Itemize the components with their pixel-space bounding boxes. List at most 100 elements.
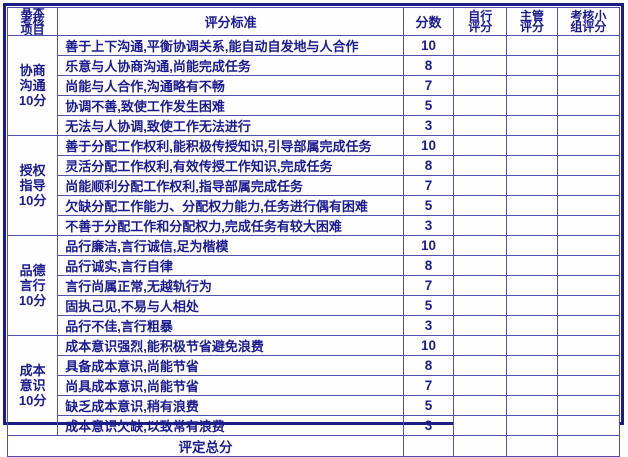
self-score-cell: [453, 235, 508, 256]
table-row: 欠缺分配工作能力、分配权力能力,任务进行偶有困难 5: [8, 195, 621, 216]
self-score-cell: [453, 415, 508, 436]
score-cell: 7: [402, 275, 455, 296]
criteria-cell: 尚能顺利分配工作权利,指导部属完成任务: [57, 175, 404, 196]
assessment-table: 基本 考核 项目 评分标准 分数 自行 评分 主管 评分 考核小 组评分 协商 …: [6, 7, 621, 457]
self-score-cell: [453, 75, 508, 96]
supervisor-score-cell: [506, 255, 558, 276]
column-header-committee-score: 考核小 组评分: [556, 7, 621, 36]
self-score-cell: [453, 115, 508, 136]
category-cell-communication: 协商 沟通 10分: [6, 35, 59, 136]
supervisor-score-cell: [506, 195, 558, 216]
committee-score-cell: [556, 395, 621, 416]
score-cell: 8: [402, 55, 455, 76]
score-cell: 8: [402, 355, 455, 376]
criteria-cell: 乐意与人协商沟通,尚能完成任务: [57, 55, 404, 76]
self-score-cell: [453, 375, 508, 396]
committee-score-cell: [556, 95, 621, 116]
table-row: 尚能顺利分配工作权利,指导部属完成任务 7: [8, 175, 621, 196]
criteria-cell: 不善于分配工作和分配权力,完成任务有较大困难: [57, 215, 404, 236]
supervisor-score-cell: [506, 355, 558, 376]
committee-score-cell: [556, 275, 621, 296]
score-cell: 8: [402, 255, 455, 276]
score-cell: 5: [402, 195, 455, 216]
supervisor-score-cell: [506, 235, 558, 256]
table-row: 授权 指导 10分 善于分配工作权利,能积极传授知识,引导部属完成任务 10: [6, 135, 621, 236]
supervisor-score-cell: [506, 175, 558, 196]
table-row: 成本 意识 10分 成本意识强烈,能积极节省避免浪费 10: [6, 335, 621, 436]
supervisor-score-cell: [506, 275, 558, 296]
table-row: 缺乏成本意识,稍有浪费 5: [8, 395, 621, 416]
supervisor-score-cell: [506, 315, 558, 336]
self-score-cell: [453, 315, 508, 336]
score-cell: 7: [402, 75, 455, 96]
score-cell: 5: [402, 395, 455, 416]
criteria-cell: 品行不佳,言行粗暴: [57, 315, 404, 336]
self-score-cell: [453, 335, 508, 356]
self-score-cell: [453, 195, 508, 216]
supervisor-score-cell: [506, 215, 558, 236]
category-cell-cost-awareness: 成本 意识 10分: [6, 335, 59, 436]
supervisor-score-cell: [506, 95, 558, 116]
criteria-cell: 成本意识欠缺,以致常有浪费: [57, 415, 404, 436]
committee-score-cell: [556, 115, 621, 136]
column-header-criteria: 评分标准: [57, 7, 404, 36]
column-header-self-score: 自行 评分: [453, 7, 508, 36]
category-cell-delegation: 授权 指导 10分: [6, 135, 59, 236]
committee-score-cell: [556, 415, 621, 436]
committee-score-cell: [556, 55, 621, 76]
score-cell: 10: [402, 135, 455, 156]
supervisor-score-cell: [506, 55, 558, 76]
self-score-cell: [453, 215, 508, 236]
table-row: 尚能与人合作,沟通略有不畅 7: [8, 75, 621, 96]
score-cell: 10: [402, 335, 455, 356]
criteria-cell: 缺乏成本意识,稍有浪费: [57, 395, 404, 416]
committee-score-cell: [556, 175, 621, 196]
self-score-cell: [453, 35, 508, 56]
score-cell: 5: [402, 295, 455, 316]
score-cell: 3: [402, 315, 455, 336]
criteria-cell: 无法与人协调,致使工作无法进行: [57, 115, 404, 136]
criteria-cell: 善于上下沟通,平衡协调关系,能自动自发地与人合作: [57, 35, 404, 56]
table-row: 不善于分配工作和分配权力,完成任务有较大困难 3: [8, 215, 621, 236]
committee-score-cell: [556, 135, 621, 156]
committee-score-cell: [556, 75, 621, 96]
table-row: 品行诚实,言行自律 8: [8, 255, 621, 276]
self-score-cell: [453, 275, 508, 296]
score-cell: 10: [402, 235, 455, 256]
total-score-label: 评定总分: [7, 435, 404, 457]
supervisor-score-cell: [506, 135, 558, 156]
self-score-cell: [453, 135, 508, 156]
committee-score-cell: [556, 375, 621, 396]
committee-score-cell: [556, 335, 621, 356]
self-score-cell: [453, 95, 508, 116]
self-score-cell: [453, 355, 508, 376]
supervisor-score-cell: [506, 335, 558, 356]
criteria-cell: 具备成本意识,尚能节省: [57, 355, 404, 376]
self-score-cell: [453, 395, 508, 416]
score-cell: 8: [402, 155, 455, 176]
committee-score-cell: [556, 235, 621, 256]
supervisor-score-cell: [506, 395, 558, 416]
committee-score-cell: [556, 355, 621, 376]
criteria-cell: 尚具成本意识,尚能节省: [57, 375, 404, 396]
table-row: 无法与人协调,致使工作无法进行 3: [8, 115, 621, 136]
category-cell-conduct: 品德 言行 10分: [6, 235, 59, 336]
criteria-cell: 成本意识强烈,能积极节省避免浪费: [57, 335, 404, 356]
column-header-supervisor-score: 主管 评分: [506, 7, 558, 36]
score-cell: 3: [402, 415, 455, 436]
table-row: 乐意与人协商沟通,尚能完成任务 8: [8, 55, 621, 76]
score-cell: 10: [402, 35, 455, 56]
committee-score-cell: [556, 155, 621, 176]
score-cell: 7: [402, 175, 455, 196]
table-row: 具备成本意识,尚能节省 8: [8, 355, 621, 376]
total-committee-score-cell: [556, 435, 621, 457]
criteria-cell: 品行诚实,言行自律: [57, 255, 404, 276]
score-cell: 3: [402, 215, 455, 236]
header-row: 基本 考核 项目 评分标准 分数 自行 评分 主管 评分 考核小 组评分: [6, 7, 621, 36]
total-row: 评定总分: [7, 435, 621, 457]
criteria-cell: 言行尚属正常,无越轨行为: [57, 275, 404, 296]
committee-score-cell: [556, 315, 621, 336]
committee-score-cell: [556, 195, 621, 216]
table-row: 成本意识欠缺,以致常有浪费 3: [8, 415, 621, 436]
self-score-cell: [453, 175, 508, 196]
